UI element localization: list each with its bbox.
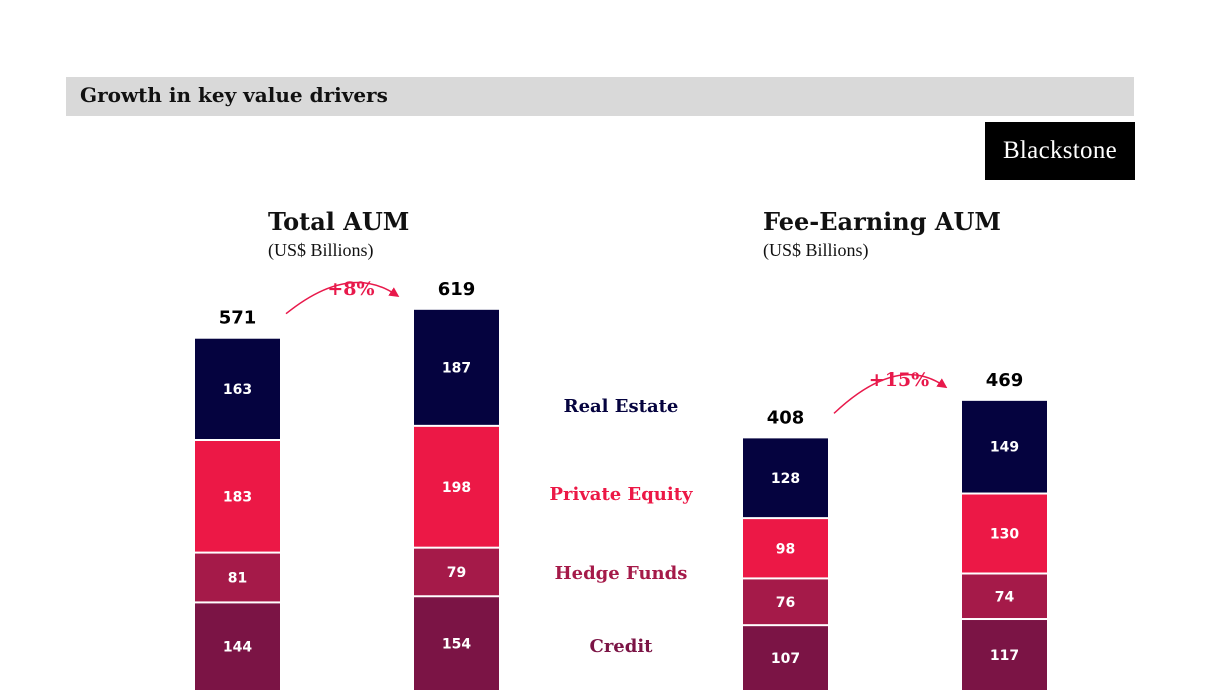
- chart-subtitle-fee-earning-aum: (US$ Billions): [763, 240, 869, 260]
- chart-title-fee-earning-aum: Fee-Earning AUM: [763, 207, 1001, 236]
- data-label-fee-earning-aum-before-private-equity: 98: [776, 541, 795, 557]
- total-label-fee-earning-aum-after: 469: [986, 370, 1024, 391]
- data-label-total-aum-before-hedge-funds: 81: [228, 570, 247, 586]
- data-label-fee-earning-aum-before-hedge-funds: 76: [776, 595, 795, 611]
- legend-real-estate: Real Estate: [564, 396, 679, 417]
- bar-fee-earning-aum-after-private-equity: [962, 494, 1047, 573]
- bar-total-aum-before-real-estate: [195, 338, 280, 439]
- data-label-total-aum-after-hedge-funds: 79: [447, 565, 466, 581]
- total-label-fee-earning-aum-before: 408: [767, 407, 805, 428]
- data-label-fee-earning-aum-before-real-estate: 128: [771, 471, 800, 487]
- chart-title-total-aum: Total AUM: [268, 207, 410, 236]
- data-label-total-aum-after-credit: 154: [442, 637, 471, 653]
- data-label-fee-earning-aum-before-credit: 107: [771, 651, 800, 667]
- data-label-total-aum-before-real-estate: 163: [223, 382, 252, 398]
- bar-fee-earning-aum-after-real-estate: [962, 400, 1047, 493]
- growth-label-total-aum: +8%: [327, 278, 374, 300]
- bar-fee-earning-aum-before-private-equity: [743, 519, 828, 578]
- bar-fee-earning-aum-after-credit: [962, 620, 1047, 690]
- chart-subtitle-total-aum: (US$ Billions): [268, 240, 374, 260]
- growth-arrow-total-aum: [285, 281, 400, 315]
- bar-total-aum-after-real-estate: [414, 309, 499, 425]
- page-title: Growth in key value drivers: [80, 83, 388, 107]
- header-banner: Growth in key value drivers: [66, 77, 1134, 116]
- data-label-fee-earning-aum-after-private-equity: 130: [990, 527, 1019, 543]
- bar-total-aum-before-private-equity: [195, 440, 280, 552]
- blackstone-logo: Blackstone: [985, 122, 1135, 180]
- data-label-total-aum-before-credit: 144: [223, 640, 252, 656]
- bar-fee-earning-aum-before-real-estate: [743, 438, 828, 518]
- total-label-total-aum-after: 619: [438, 279, 476, 300]
- data-label-total-aum-before-private-equity: 183: [223, 489, 252, 505]
- bar-total-aum-before-credit: [195, 603, 280, 690]
- bar-total-aum-after-credit: [414, 597, 499, 690]
- legend-credit: Credit: [590, 636, 654, 657]
- total-label-total-aum-before: 571: [219, 308, 257, 329]
- data-label-fee-earning-aum-after-real-estate: 149: [990, 440, 1019, 456]
- bar-total-aum-before-hedge-funds: [195, 553, 280, 602]
- legend-private-equity: Private Equity: [549, 484, 693, 505]
- growth-label-fee-earning-aum: +15%: [869, 369, 929, 391]
- legend-hedge-funds: Hedge Funds: [555, 563, 688, 584]
- data-label-total-aum-after-real-estate: 187: [442, 360, 471, 376]
- bar-total-aum-after-hedge-funds: [414, 548, 499, 596]
- data-label-fee-earning-aum-after-hedge-funds: 74: [995, 589, 1015, 605]
- bar-fee-earning-aum-after-hedge-funds: [962, 574, 1047, 619]
- data-label-total-aum-after-private-equity: 198: [442, 480, 471, 496]
- data-label-fee-earning-aum-after-credit: 117: [990, 648, 1019, 664]
- bar-total-aum-after-private-equity: [414, 426, 499, 547]
- bar-fee-earning-aum-before-credit: [743, 626, 828, 690]
- bar-fee-earning-aum-before-hedge-funds: [743, 579, 828, 625]
- growth-arrow-fee-earning-aum: [833, 373, 948, 414]
